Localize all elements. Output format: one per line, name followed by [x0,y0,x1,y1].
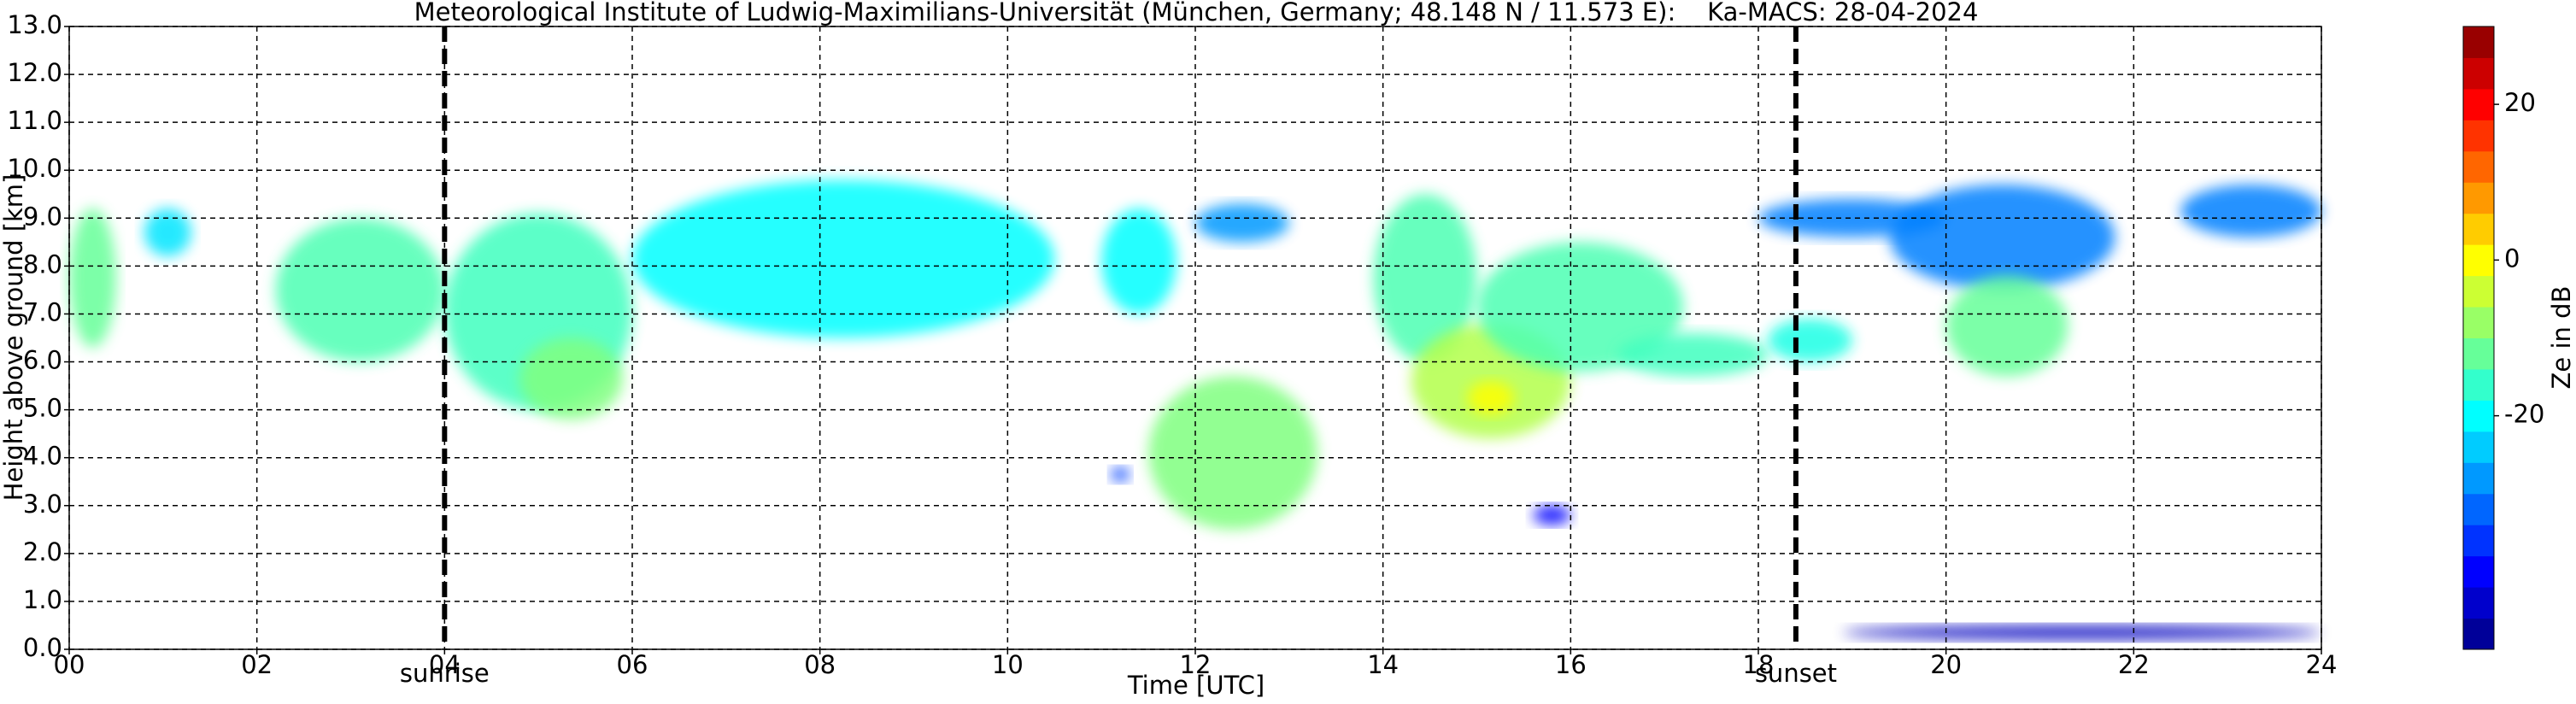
y-axis-label: Height above ground [km] [0,174,28,502]
colorbar-segment [2463,368,2494,401]
colorbar-segment [2463,88,2494,120]
radar-echo [1476,242,1684,372]
x-tick-label: 22 [2118,650,2150,679]
radar-echo [1767,319,1852,362]
colorbar-segment [2463,618,2494,650]
radar-echo [1533,505,1571,525]
y-tick-label: 8.0 [23,249,62,279]
colorbar-tick-label: -20 [2504,400,2544,429]
x-tick-label: 04 [429,650,461,679]
y-tick-label: 3.0 [23,490,62,519]
colorbar-segment [2463,493,2494,525]
y-tick-label: 13.0 [7,10,62,39]
colorbar-segment [2463,555,2494,588]
y-tick-label: 7.0 [23,297,62,326]
x-tick-label: 14 [1367,650,1399,679]
radar-echo [1373,194,1477,362]
radar-echo [1467,380,1515,415]
colorbar-segment [2463,431,2494,463]
colorbar-segment [2463,26,2494,58]
radar-echo [1111,466,1130,482]
colorbar-label: Ze in dB [2547,286,2576,390]
colorbar-segment [2463,307,2494,338]
colorbar-segment [2463,275,2494,308]
colorbar-segment [2463,182,2494,214]
y-tick-label: 5.0 [23,394,62,423]
colorbar-segment [2463,337,2494,370]
radar-echo [1842,625,2321,640]
colorbar-segment [2463,244,2494,277]
x-tick-label: 20 [1930,650,1962,679]
x-tick-label: 12 [1180,650,1212,679]
radar-echo [69,208,116,348]
y-tick-label: 10.0 [7,154,62,183]
radar-echo [1617,332,1768,377]
x-tick-label: 24 [2306,650,2338,679]
radar-echo [1195,203,1289,243]
colorbar-segment [2463,213,2494,245]
x-tick-label: 16 [1555,650,1587,679]
radar-echo [275,218,445,362]
radar-echo [519,337,624,419]
radar-echo [2180,185,2321,238]
colorbar-tick-label: 20 [2504,88,2536,117]
x-tick-label: 02 [241,650,273,679]
y-tick-label: 4.0 [23,442,62,471]
colorbar-tick-label: 0 [2504,243,2520,273]
y-tick-label: 2.0 [23,537,62,566]
y-tick-label: 1.0 [23,585,62,614]
colorbar-segment [2463,150,2494,183]
colorbar-segment [2463,57,2494,90]
colorbar-segment [2463,120,2494,152]
radar-echo [1889,185,2115,290]
plot-frame [68,26,2322,650]
x-tick-label: 06 [617,650,648,679]
colorbar-segment [2463,525,2494,557]
colorbar-frame [2462,26,2495,650]
x-tick-label: 10 [992,650,1024,679]
x-tick-label: 18 [1743,650,1775,679]
colorbar-segment [2463,462,2494,495]
colorbar-segment [2463,587,2494,619]
annotation-label: sunrise [400,659,490,688]
annotation-label: sunset [1755,659,1837,688]
radar-echo [632,179,1055,338]
colorbar-segment [2463,400,2494,432]
radar-echo [144,208,191,257]
x-tick-label: 00 [54,650,85,679]
y-tick-label: 11.0 [7,106,62,135]
y-tick-label: 12.0 [7,58,62,87]
x-tick-label: 08 [804,650,836,679]
y-tick-label: 9.0 [23,202,62,231]
y-tick-label: 0.0 [23,633,62,662]
y-tick-label: 6.0 [23,346,62,375]
radar-echo [1148,376,1317,530]
chart-title: Meteorological Institute of Ludwig-Maxim… [414,0,1979,26]
radar-echo [1945,275,2068,377]
radar-echo [1101,208,1177,314]
x-axis-label: Time [UTC] [1127,671,1265,700]
